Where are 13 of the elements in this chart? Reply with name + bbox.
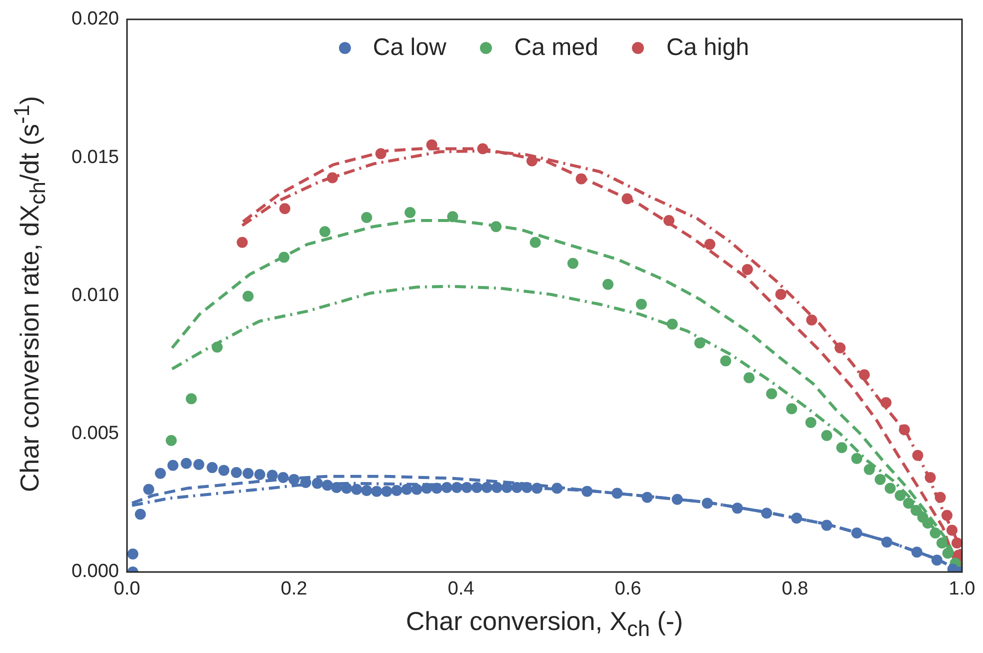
x-tick-label: 0.8 [782, 578, 808, 600]
y-tick-label: 0.020 [71, 8, 119, 30]
x-tick-label: 0.4 [448, 578, 475, 600]
x-axis-title: Char conversion, X$_{ch}$ (-) [404, 606, 684, 642]
x-tick-label: 0.6 [614, 578, 642, 600]
y-tick-label: 0.015 [71, 146, 119, 168]
y-tick-label: 0.005 [71, 423, 119, 444]
legend-label: Ca high [666, 34, 750, 62]
x-tick-label: 1.0 [948, 578, 976, 600]
x-tick-label: 0.2 [280, 578, 308, 600]
legend-label: Ca med [514, 34, 598, 62]
legend-label: Ca low [372, 34, 446, 62]
y-tick-label: 0.010 [71, 284, 119, 306]
